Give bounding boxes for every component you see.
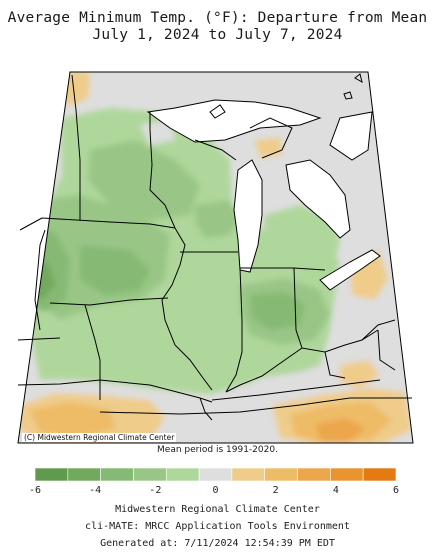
footer-line3: Generated at: 7/11/2024 12:54:39 PM EDT <box>100 538 335 549</box>
footer-line1: Midwestern Regional Climate Center <box>115 504 320 515</box>
legend-swatch <box>34 467 69 482</box>
legend-swatch <box>264 467 298 482</box>
legend-tick-label: -4 <box>89 485 101 496</box>
legend-swatch <box>67 467 101 482</box>
legend-swatch <box>165 467 200 482</box>
legend-swatch <box>100 467 134 482</box>
legend-swatch <box>330 467 364 482</box>
legend-tick-label: 2 <box>273 485 279 496</box>
mean-period-note: Mean period is 1991-2020. <box>157 445 278 455</box>
legend-swatch <box>198 467 233 482</box>
map-title-line2: July 1, 2024 to July 7, 2024 <box>92 27 343 43</box>
map-frame <box>17 71 414 444</box>
legend-swatch <box>133 467 167 482</box>
state-boundaries <box>17 73 412 421</box>
legend-tick-label: -6 <box>29 485 41 496</box>
legend-tick-label: 4 <box>333 485 339 496</box>
legend-bar <box>34 467 397 482</box>
legend-swatch <box>297 467 331 482</box>
legend-tick-label: 6 <box>393 485 399 496</box>
legend-ticks: -6 -4 -2 0 2 4 6 <box>29 485 399 496</box>
map-title-line1: Average Minimum Temp. (°F): Departure fr… <box>7 10 428 26</box>
legend-swatch <box>362 467 397 482</box>
footer-line2: cli-MATE: MRCC Application Tools Environ… <box>85 521 350 532</box>
legend-tick-label: -2 <box>149 485 161 496</box>
legend-swatch <box>231 467 266 482</box>
legend-tick-label: 0 <box>212 485 218 496</box>
map-credit: (C) Midwestern Regional Climate Center <box>22 433 177 442</box>
